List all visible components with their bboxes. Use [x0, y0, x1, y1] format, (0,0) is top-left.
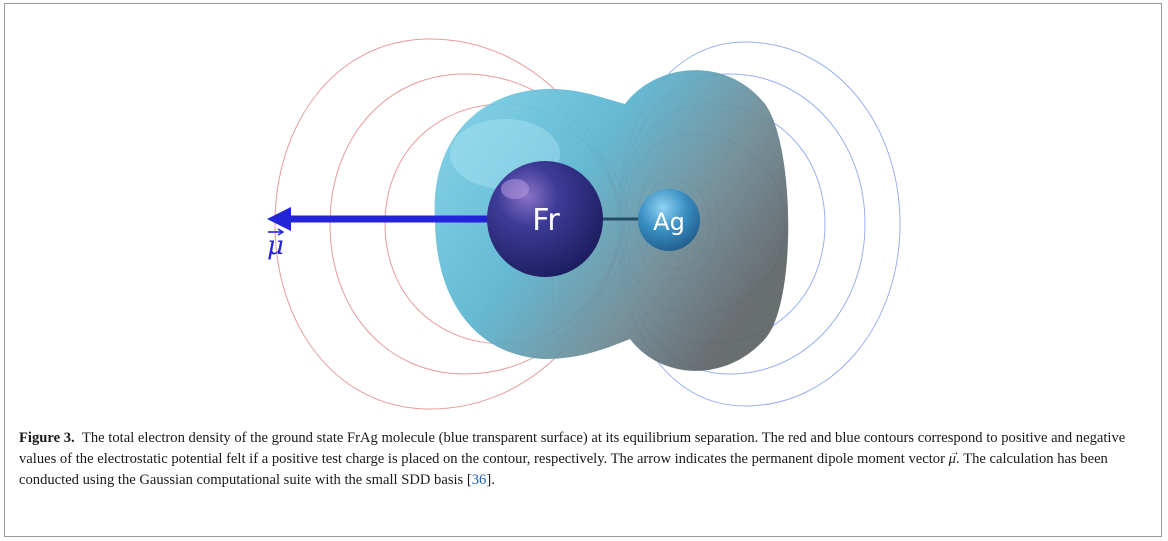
- dipole-mu-label: μ: [267, 231, 284, 261]
- fr-atom: Fr: [487, 161, 603, 277]
- electron-density-illustration: Fr Ag μ: [267, 38, 901, 410]
- ag-atom: Ag: [638, 189, 700, 251]
- figure-caption: Figure 3. The total electron density of …: [19, 428, 1149, 491]
- caption-text-2: . The calculation has been conducted usi…: [19, 451, 1108, 488]
- caption-text-3: ].: [486, 472, 495, 488]
- dipole-arrow: [267, 207, 495, 231]
- ag-label: Ag: [653, 208, 685, 236]
- caption-text-1: The total electron density of the ground…: [19, 430, 1126, 467]
- fr-label: Fr: [532, 203, 560, 238]
- caption-mu-glyph: μ: [948, 451, 956, 467]
- citation-link[interactable]: 36: [471, 472, 487, 488]
- dipole-symbol: μ: [267, 228, 285, 261]
- figure-box: Fr Ag μ Figure 3. The total electron den…: [4, 3, 1162, 537]
- electron-density-surface: [434, 70, 789, 371]
- figure-label: Figure 3.: [19, 430, 75, 446]
- caption-mu-symbol: → μ: [948, 447, 960, 467]
